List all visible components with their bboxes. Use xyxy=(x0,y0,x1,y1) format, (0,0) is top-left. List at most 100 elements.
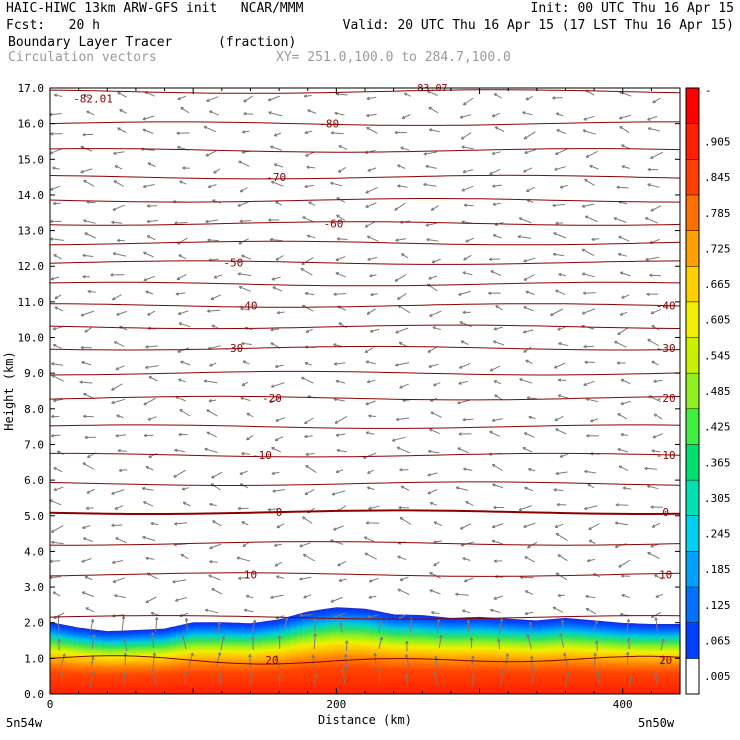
circulation-vector xyxy=(83,219,96,224)
circulation-vector xyxy=(427,90,438,96)
circulation-vector-head xyxy=(627,637,631,642)
colorbar-label: .785 xyxy=(704,207,731,220)
circulation-vector xyxy=(204,448,218,453)
circulation-vector-head xyxy=(528,415,532,420)
circulation-vector-head xyxy=(304,434,308,439)
circulation-vector xyxy=(142,536,156,542)
tracer-fill-column xyxy=(399,615,406,694)
circulation-vector xyxy=(238,577,248,579)
temperature-contour xyxy=(49,281,681,287)
circulation-vector xyxy=(555,428,567,435)
colorbar-top-label: - xyxy=(705,84,712,97)
circulation-vector-head xyxy=(367,470,371,474)
circulation-vector-head xyxy=(241,341,245,346)
circulation-vector xyxy=(333,398,345,402)
temperature-contour xyxy=(49,481,681,486)
colorbar-segment xyxy=(686,159,699,196)
circulation-vector xyxy=(364,221,376,228)
circulation-vector-head xyxy=(436,618,441,623)
circulation-vector xyxy=(150,612,159,616)
circulation-vector xyxy=(588,539,596,544)
tracer-fill-column xyxy=(216,622,223,694)
circulation-vector xyxy=(302,304,314,312)
circulation-vector-head xyxy=(526,188,530,192)
circulation-vector-head xyxy=(177,311,182,316)
circulation-vector xyxy=(471,673,475,686)
tracer-fill-column xyxy=(221,622,229,694)
circulation-vector xyxy=(500,669,504,685)
circulation-vector xyxy=(582,308,596,315)
circulation-vector-head xyxy=(267,97,272,102)
circulation-vector-head xyxy=(366,486,371,490)
circulation-vector xyxy=(209,110,220,116)
circulation-vector xyxy=(81,591,94,598)
circulation-vector xyxy=(83,93,91,100)
circulation-vector xyxy=(86,488,96,494)
circulation-vector xyxy=(83,179,95,187)
circulation-vector-head xyxy=(86,454,91,458)
colorbar-label: .425 xyxy=(704,421,731,434)
circulation-vector xyxy=(588,523,600,531)
circulation-vector xyxy=(594,652,596,666)
circulation-vector xyxy=(208,345,221,350)
circulation-vector xyxy=(203,126,217,133)
circulation-vector-head xyxy=(118,468,122,473)
circulation-vector-head xyxy=(62,653,66,657)
circulation-vector-head xyxy=(430,207,435,211)
circulation-vector-head xyxy=(111,400,115,405)
circulation-vector xyxy=(53,254,62,260)
circulation-vector-head xyxy=(146,204,151,208)
colorbar-segment xyxy=(686,230,699,267)
circulation-vector-head xyxy=(86,110,90,114)
circulation-vector-head xyxy=(555,112,560,116)
circulation-vector xyxy=(553,489,564,491)
circulation-vector xyxy=(205,150,217,157)
circulation-vector-head xyxy=(397,164,401,168)
temperature-contour xyxy=(49,509,681,515)
circulation-vector xyxy=(491,540,503,545)
contour-label: -70 xyxy=(266,171,286,184)
circulation-vector-head xyxy=(593,652,597,656)
circulation-vector-head xyxy=(300,268,304,272)
circulation-vector xyxy=(299,576,312,580)
circulation-vector xyxy=(433,671,439,687)
circulation-vector xyxy=(458,380,469,385)
circulation-vector-head xyxy=(113,180,117,184)
circulation-vector-head xyxy=(555,221,559,226)
circulation-vector-head xyxy=(335,379,339,384)
circulation-vector xyxy=(583,292,596,294)
circulation-vector xyxy=(119,109,128,114)
circulation-vector-head xyxy=(491,151,496,155)
circulation-vector xyxy=(210,294,222,300)
circulation-vector xyxy=(395,327,409,334)
circulation-vector xyxy=(305,292,315,296)
circulation-vector-head xyxy=(190,652,194,657)
circulation-vector-head xyxy=(145,345,149,349)
circulation-vector xyxy=(581,248,595,257)
circulation-vector xyxy=(203,380,218,384)
circulation-vector xyxy=(208,184,217,188)
circulation-vector xyxy=(523,167,533,173)
circulation-vector-head xyxy=(211,588,215,592)
circulation-vector-head xyxy=(143,402,147,406)
circulation-vector xyxy=(150,522,159,525)
circulation-vector-head xyxy=(330,599,334,603)
temperature-contour xyxy=(49,572,681,577)
circulation-vector xyxy=(621,294,630,299)
circulation-vector-head xyxy=(584,360,588,364)
tracer-fill-column xyxy=(674,624,681,694)
circulation-vector-head xyxy=(493,93,498,97)
circulation-vector xyxy=(367,235,379,242)
circulation-vector-head xyxy=(614,340,618,345)
colorbar-label: .845 xyxy=(704,171,731,184)
circulation-vector-head xyxy=(305,464,309,469)
circulation-vector-head xyxy=(270,180,275,185)
circulation-vector-head xyxy=(431,259,436,264)
circulation-vector xyxy=(114,594,126,598)
circulation-vector-head xyxy=(400,485,405,489)
circulation-vector xyxy=(615,522,628,526)
circulation-vector xyxy=(179,180,187,185)
tracer-fill-column xyxy=(554,619,561,694)
tracer-fill-column xyxy=(147,629,154,694)
circulation-vector-head xyxy=(650,155,654,159)
